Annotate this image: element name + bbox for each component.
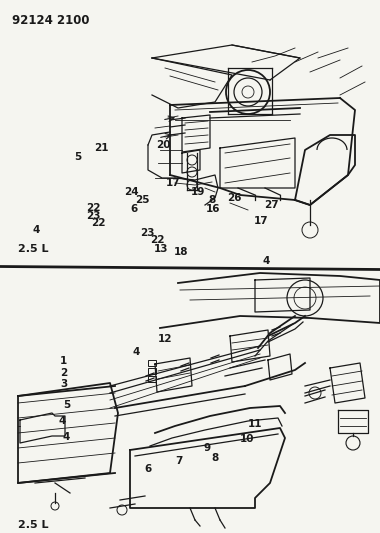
Bar (148, 360, 156, 366)
Text: 17: 17 (254, 216, 269, 226)
Text: 25: 25 (135, 196, 150, 205)
Text: 6: 6 (130, 204, 138, 214)
Text: 4: 4 (132, 347, 140, 357)
Text: 5: 5 (63, 400, 70, 410)
Text: 9: 9 (204, 443, 211, 453)
Text: 2: 2 (60, 368, 68, 378)
Text: 22: 22 (92, 218, 106, 228)
Text: 21: 21 (95, 143, 109, 153)
Text: 8: 8 (211, 454, 218, 463)
Text: 17: 17 (166, 179, 180, 188)
Text: 3: 3 (60, 379, 68, 389)
Text: 5: 5 (74, 152, 82, 162)
Text: 4: 4 (58, 416, 66, 426)
Text: 4: 4 (63, 432, 70, 442)
Text: 20: 20 (156, 140, 171, 150)
Text: 19: 19 (191, 187, 206, 197)
Text: 22: 22 (86, 203, 101, 213)
Text: 92124 2100: 92124 2100 (12, 14, 90, 27)
Text: 11: 11 (248, 419, 263, 429)
Text: 16: 16 (206, 204, 221, 214)
Text: 1: 1 (60, 357, 68, 366)
Bar (148, 368, 156, 374)
Text: 7: 7 (175, 456, 182, 466)
Text: 12: 12 (158, 334, 173, 344)
Text: 24: 24 (124, 187, 138, 197)
Text: 23: 23 (86, 211, 101, 221)
Text: 4: 4 (32, 225, 40, 235)
Text: 22: 22 (150, 235, 165, 245)
Text: 6: 6 (144, 464, 152, 474)
Text: 8: 8 (208, 196, 216, 205)
Text: 18: 18 (174, 247, 188, 256)
Text: 2.5 L: 2.5 L (18, 244, 49, 254)
Text: 23: 23 (140, 229, 155, 238)
Text: 2.5 L: 2.5 L (18, 520, 49, 530)
Text: 13: 13 (154, 245, 169, 254)
Bar (148, 376, 156, 382)
Text: 27: 27 (264, 200, 279, 210)
Text: 10: 10 (240, 434, 254, 443)
Text: 4: 4 (262, 256, 270, 266)
Text: 26: 26 (228, 193, 242, 203)
